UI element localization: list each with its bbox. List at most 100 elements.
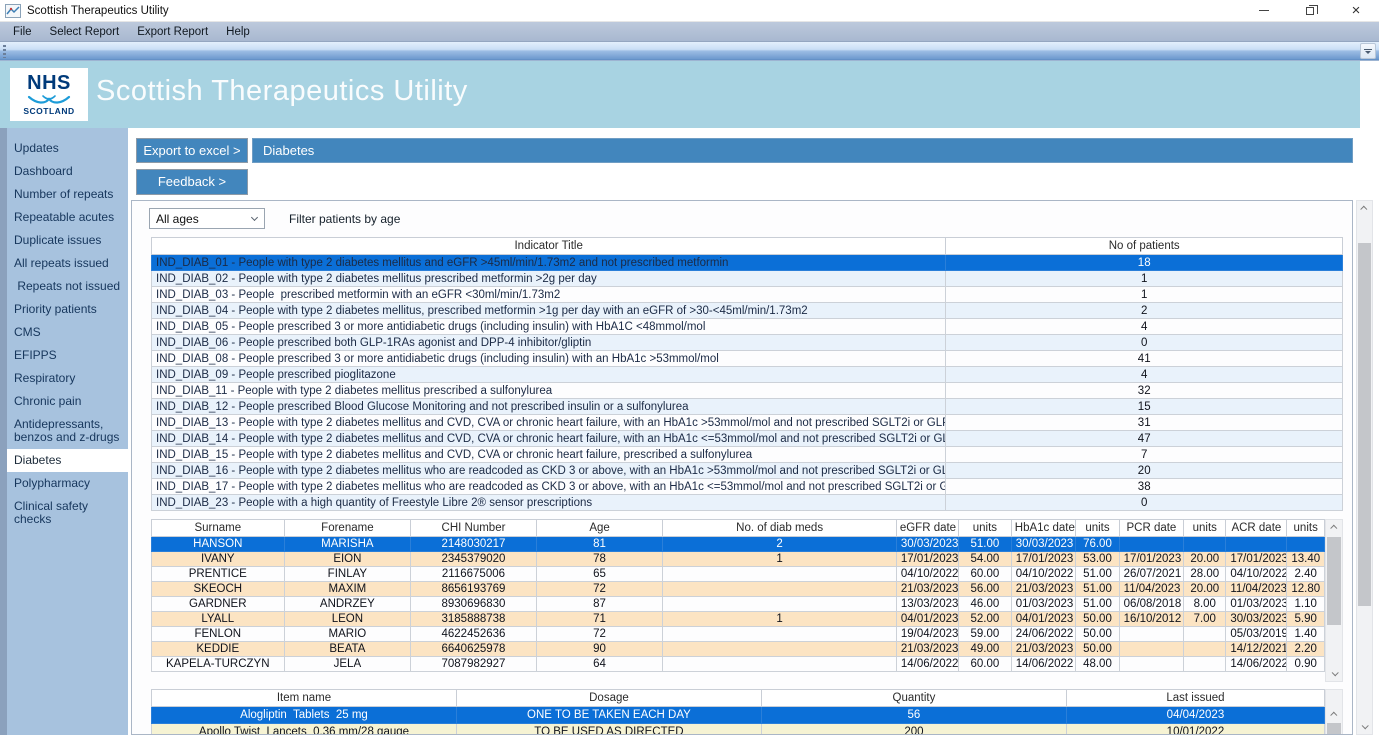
table-cell[interactable]: IVANY bbox=[152, 552, 285, 567]
table-cell[interactable]: TO BE USED AS DIRECTED bbox=[456, 724, 761, 735]
table-cell[interactable]: 20.00 bbox=[1184, 582, 1226, 597]
scroll-up-icon[interactable] bbox=[1357, 201, 1372, 216]
table-cell[interactable]: 81 bbox=[536, 537, 663, 552]
table-cell[interactable]: 05/03/2019 bbox=[1226, 627, 1287, 642]
table-cell[interactable]: 50.00 bbox=[1076, 612, 1119, 627]
patient-row[interactable]: FENLONMARIO46224526367219/04/202359.0024… bbox=[152, 627, 1325, 642]
sidebar-item-repeatable-acutes[interactable]: Repeatable acutes bbox=[7, 206, 128, 229]
table-cell[interactable] bbox=[663, 582, 896, 597]
table-cell[interactable]: 01/03/2023 bbox=[1226, 597, 1287, 612]
table-cell[interactable]: 14/06/2022 bbox=[1011, 657, 1076, 672]
table-cell[interactable] bbox=[1184, 642, 1226, 657]
table-cell[interactable]: 7087982927 bbox=[411, 657, 537, 672]
table-cell[interactable]: 7 bbox=[946, 447, 1343, 463]
table-cell[interactable]: 30/03/2023 bbox=[896, 537, 958, 552]
table-cell[interactable]: 59.00 bbox=[958, 627, 1011, 642]
sidebar-item-number-of-repeats[interactable]: Number of repeats bbox=[7, 183, 128, 206]
patient-row[interactable]: SKEOCHMAXIM86561937697221/03/202356.0021… bbox=[152, 582, 1325, 597]
sidebar-item-priority-patients[interactable]: Priority patients bbox=[7, 298, 128, 321]
sidebar-item-cms[interactable]: CMS bbox=[7, 321, 128, 344]
patient-row[interactable]: PRENTICEFINLAY21166750066504/10/202260.0… bbox=[152, 567, 1325, 582]
indicator-row[interactable]: IND_DIAB_13 - People with type 2 diabete… bbox=[152, 415, 1343, 431]
table-cell[interactable] bbox=[663, 627, 896, 642]
table-cell[interactable]: 14/06/2022 bbox=[1226, 657, 1287, 672]
menu-item-file[interactable]: File bbox=[4, 24, 41, 40]
table-cell[interactable] bbox=[1184, 627, 1226, 642]
scroll-down-icon[interactable] bbox=[1326, 666, 1342, 681]
table-cell[interactable]: 51.00 bbox=[1076, 582, 1119, 597]
column-header-no-of-diab-meds[interactable]: No. of diab meds bbox=[663, 520, 896, 537]
column-header-dosage[interactable]: Dosage bbox=[456, 690, 761, 707]
sidebar-item-updates[interactable]: Updates bbox=[7, 137, 128, 160]
patients-scrollbar[interactable] bbox=[1325, 519, 1343, 682]
table-cell[interactable]: 30/03/2023 bbox=[1011, 537, 1076, 552]
table-cell[interactable]: 21/03/2023 bbox=[1011, 642, 1076, 657]
table-cell[interactable]: 28.00 bbox=[1184, 567, 1226, 582]
table-cell[interactable]: 14/12/2021 bbox=[1226, 642, 1287, 657]
table-cell[interactable]: 2148030217 bbox=[411, 537, 537, 552]
table-cell[interactable]: PRENTICE bbox=[152, 567, 285, 582]
table-cell[interactable]: 50.00 bbox=[1076, 627, 1119, 642]
sidebar-item-diabetes[interactable]: Diabetes bbox=[7, 449, 128, 472]
table-cell[interactable]: 8930696830 bbox=[411, 597, 537, 612]
patient-row[interactable]: GARDNERANDRZEY89306968308713/03/202346.0… bbox=[152, 597, 1325, 612]
table-cell[interactable]: 13.40 bbox=[1287, 552, 1325, 567]
table-cell[interactable]: 7.00 bbox=[1184, 612, 1226, 627]
table-cell[interactable]: LYALL bbox=[152, 612, 285, 627]
table-cell[interactable]: GARDNER bbox=[152, 597, 285, 612]
table-cell[interactable]: 17/01/2023 bbox=[896, 552, 958, 567]
table-cell[interactable]: 16/10/2012 bbox=[1119, 612, 1184, 627]
table-cell[interactable]: 20 bbox=[946, 463, 1343, 479]
scroll-up-icon[interactable] bbox=[1326, 707, 1342, 722]
indicator-row[interactable]: IND_DIAB_11 - People with type 2 diabete… bbox=[152, 383, 1343, 399]
table-cell[interactable]: 2116675006 bbox=[411, 567, 537, 582]
minimize-button[interactable] bbox=[1241, 0, 1287, 21]
patient-row[interactable]: HANSONMARISHA214803021781230/03/202351.0… bbox=[152, 537, 1325, 552]
table-cell[interactable]: IND_DIAB_05 - People prescribed 3 or mor… bbox=[152, 319, 946, 335]
table-cell[interactable]: 51.00 bbox=[1076, 597, 1119, 612]
column-header-age[interactable]: Age bbox=[536, 520, 663, 537]
sidebar-item-clinical-safety-checks[interactable]: Clinical safety checks bbox=[7, 495, 128, 531]
table-cell[interactable]: 72 bbox=[536, 582, 663, 597]
table-cell[interactable]: 87 bbox=[536, 597, 663, 612]
table-cell[interactable]: 56 bbox=[761, 707, 1066, 724]
table-cell[interactable]: 48.00 bbox=[1076, 657, 1119, 672]
indicator-row[interactable]: IND_DIAB_08 - People prescribed 3 or mor… bbox=[152, 351, 1343, 367]
table-cell[interactable]: 24/06/2022 bbox=[1011, 627, 1076, 642]
table-cell[interactable]: 13/03/2023 bbox=[896, 597, 958, 612]
column-header-units[interactable]: units bbox=[1076, 520, 1119, 537]
close-button[interactable]: × bbox=[1333, 0, 1379, 21]
table-cell[interactable]: 4 bbox=[946, 367, 1343, 383]
table-cell[interactable]: IND_DIAB_17 - People with type 2 diabete… bbox=[152, 479, 946, 495]
table-cell[interactable]: 14/06/2022 bbox=[896, 657, 958, 672]
table-cell[interactable]: KEDDIE bbox=[152, 642, 285, 657]
export-to-excel-button[interactable]: Export to excel > bbox=[136, 138, 248, 163]
table-cell[interactable]: 2.20 bbox=[1287, 642, 1325, 657]
table-cell[interactable]: 1 bbox=[663, 552, 896, 567]
column-header-forename[interactable]: Forename bbox=[284, 520, 411, 537]
column-header-item-name[interactable]: Item name bbox=[152, 690, 457, 707]
indicator-row[interactable]: IND_DIAB_05 - People prescribed 3 or mor… bbox=[152, 319, 1343, 335]
table-cell[interactable]: 10/01/2022 bbox=[1066, 724, 1324, 735]
table-cell[interactable]: 11/04/2023 bbox=[1119, 582, 1184, 597]
table-cell[interactable]: IND_DIAB_06 - People prescribed both GLP… bbox=[152, 335, 946, 351]
table-cell[interactable]: 2345379020 bbox=[411, 552, 537, 567]
patient-row[interactable]: KEDDIEBEATA66406259789021/03/202349.0021… bbox=[152, 642, 1325, 657]
indicator-row[interactable]: IND_DIAB_12 - People prescribed Blood Gl… bbox=[152, 399, 1343, 415]
table-cell[interactable]: 15 bbox=[946, 399, 1343, 415]
table-cell[interactable]: 0.90 bbox=[1287, 657, 1325, 672]
sidebar-item-duplicate-issues[interactable]: Duplicate issues bbox=[7, 229, 128, 252]
column-header-chi-number[interactable]: CHI Number bbox=[411, 520, 537, 537]
table-cell[interactable]: 1.10 bbox=[1287, 597, 1325, 612]
table-cell[interactable]: 4622452636 bbox=[411, 627, 537, 642]
column-header-pcr-date[interactable]: PCR date bbox=[1119, 520, 1184, 537]
table-cell[interactable]: 04/10/2022 bbox=[1011, 567, 1076, 582]
table-cell[interactable]: 8.00 bbox=[1184, 597, 1226, 612]
table-cell[interactable]: MARIO bbox=[284, 627, 411, 642]
table-cell[interactable] bbox=[663, 642, 896, 657]
table-cell[interactable]: 78 bbox=[536, 552, 663, 567]
sidebar-item-repeats-not-issued[interactable]: Repeats not issued bbox=[7, 275, 128, 298]
table-cell[interactable]: 90 bbox=[536, 642, 663, 657]
table-cell[interactable]: 04/01/2023 bbox=[896, 612, 958, 627]
table-cell[interactable]: 1.40 bbox=[1287, 627, 1325, 642]
